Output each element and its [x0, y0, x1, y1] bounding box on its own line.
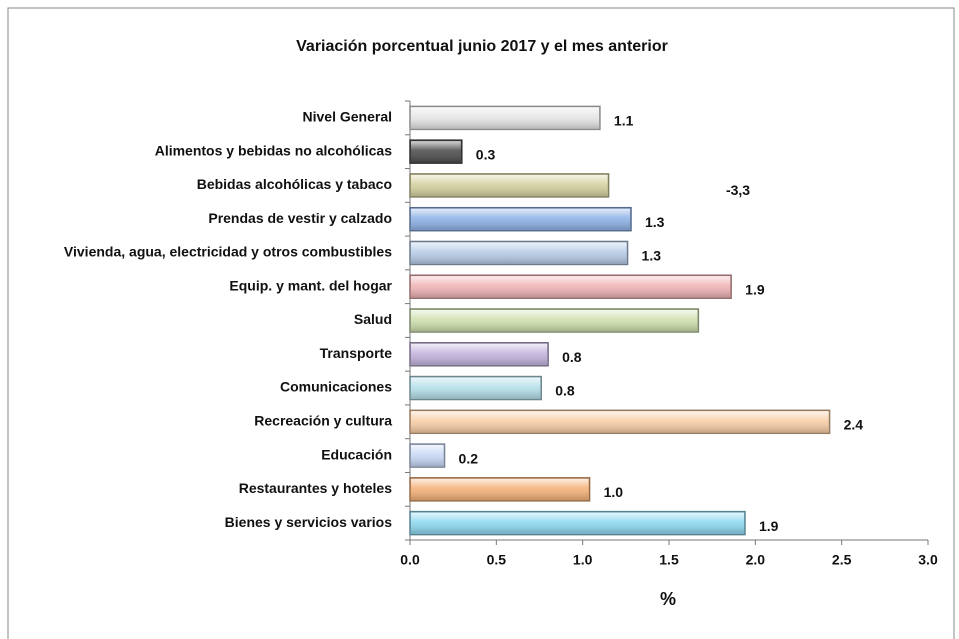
value-label: 1.3 [642, 248, 662, 264]
bar-shine [411, 445, 444, 467]
bar-shine [411, 208, 631, 230]
bar-shine [411, 512, 744, 534]
bar-shine [411, 107, 599, 129]
value-label: 1.3 [645, 214, 665, 230]
value-label: 1.9 [759, 518, 779, 534]
bar-shine [411, 377, 541, 399]
bar-shine [411, 276, 731, 298]
y-tick-label: Bebidas alcohólicas y tabaco [197, 176, 392, 192]
x-tick-label: 3.0 [918, 552, 938, 568]
y-tick-label: Comunicaciones [280, 379, 392, 395]
bar-shine [411, 174, 608, 196]
value-label: 0.8 [555, 383, 575, 399]
x-axis-title: % [660, 589, 676, 609]
chart-title: Variación porcentual junio 2017 y el mes… [296, 38, 668, 55]
x-tick-label: 2.5 [832, 552, 852, 568]
x-tick-label: 1.0 [573, 552, 593, 568]
y-tick-label: Recreación y cultura [254, 413, 392, 429]
y-tick-label: Salud [354, 311, 392, 327]
y-tick-label: Vivienda, agua, electricidad y otros com… [64, 244, 392, 260]
bar-shine [411, 411, 829, 433]
y-tick-label: Transporte [320, 345, 393, 361]
bar-shine [411, 141, 461, 163]
x-tick-label: 0.0 [400, 552, 420, 568]
bar-shine [411, 478, 589, 500]
y-tick-label: Equip. y mant. del hogar [229, 277, 392, 293]
bar-shine [411, 310, 698, 331]
y-tick-label: Restaurantes y hoteles [239, 480, 392, 496]
bar-shine [411, 242, 627, 264]
y-tick-label: Prendas de vestir y calzado [208, 210, 392, 226]
value-label: 0.3 [476, 146, 496, 162]
value-label: 0.8 [562, 349, 582, 365]
x-tick-label: 1.5 [659, 552, 679, 568]
value-label: 2.4 [844, 417, 864, 433]
value-label: 0.2 [459, 450, 479, 466]
x-tick-label: 2.0 [746, 552, 766, 568]
value-label: 1.0 [604, 484, 624, 500]
y-tick-label: Bienes y servicios varios [225, 514, 393, 530]
y-tick-label: Alimentos y bebidas no alcohólicas [155, 142, 392, 158]
bar-shine [411, 343, 548, 365]
x-tick-label: 0.5 [487, 552, 507, 568]
y-tick-label: Educación [321, 446, 392, 462]
value-label: 1.9 [745, 281, 765, 297]
y-tick-label: Nivel General [303, 109, 393, 125]
annotation: -3,3 [726, 182, 750, 198]
value-label: 1.1 [614, 113, 634, 129]
